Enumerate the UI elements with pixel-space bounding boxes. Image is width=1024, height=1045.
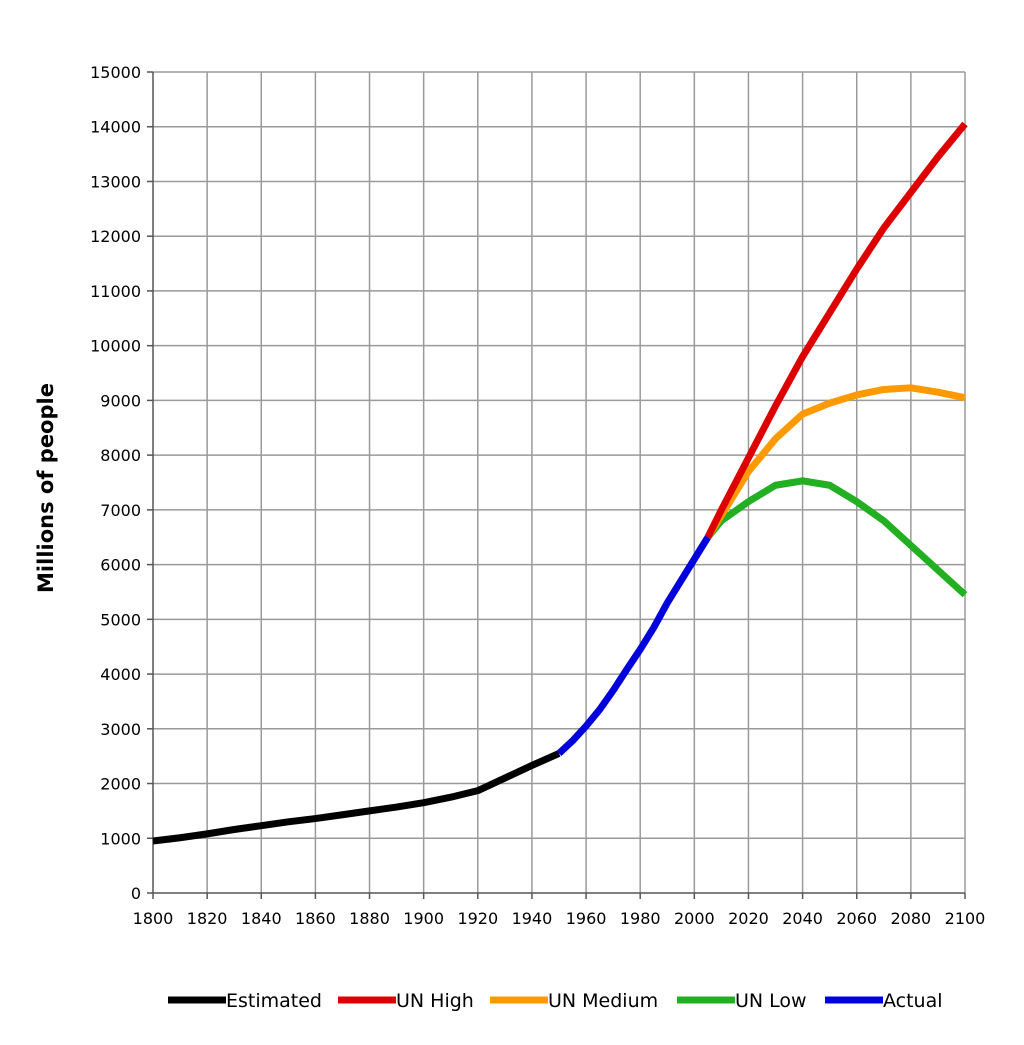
y-tick-label: 1000 xyxy=(100,829,141,848)
x-tick-label: 1940 xyxy=(512,909,553,928)
x-tick-label: 2000 xyxy=(674,909,715,928)
y-tick-label: 13000 xyxy=(90,172,141,191)
series-line-un-medium xyxy=(704,384,966,540)
y-tick-label: 14000 xyxy=(90,118,141,137)
legend-label-un-low: UN Low xyxy=(735,990,807,1012)
x-tick-label: 2100 xyxy=(945,909,986,928)
y-tick-label: 6000 xyxy=(100,556,141,575)
x-tick-label: 1880 xyxy=(349,909,390,928)
axes xyxy=(147,71,966,899)
y-tick-label: 12000 xyxy=(90,227,141,246)
y-tick-labels: 0 1000 2000 3000 4000 5000 6000 7000 8000 9000 100… xyxy=(90,63,141,903)
y-tick-label: 3000 xyxy=(100,720,141,739)
legend: Estimated UN High UN Medium UN Low Actual xyxy=(168,990,943,1012)
series-line-actual xyxy=(556,535,711,756)
y-axis-label: Millions of people xyxy=(34,383,58,593)
series-line-estimated xyxy=(152,750,561,845)
y-tick-label: 0 xyxy=(131,884,141,903)
y-tick-label: 5000 xyxy=(100,610,141,629)
y-tick-label: 4000 xyxy=(100,665,141,684)
y-tick-label: 8000 xyxy=(100,446,141,465)
y-tick-label: 2000 xyxy=(100,775,141,794)
x-tick-label: 2060 xyxy=(836,909,877,928)
x-tick-label: 1900 xyxy=(403,909,444,928)
grid xyxy=(153,71,966,893)
series-line-un-high xyxy=(704,121,968,539)
x-tick-label: 2080 xyxy=(891,909,932,928)
y-tick-label: 15000 xyxy=(90,63,141,82)
x-tick-labels: 1800 1820 1840 1860 1880 1900 1920 1940 1960 1980… xyxy=(133,909,986,928)
x-tick-label: 1840 xyxy=(241,909,282,928)
y-tick-label: 11000 xyxy=(90,282,141,301)
x-tick-label: 1980 xyxy=(620,909,661,928)
legend-label-actual: Actual xyxy=(883,990,943,1012)
series xyxy=(152,121,968,845)
x-tick-label: 1860 xyxy=(295,909,336,928)
x-tick-label: 1800 xyxy=(133,909,174,928)
legend-label-estimated: Estimated xyxy=(226,990,322,1012)
x-tick-label: 2020 xyxy=(728,909,769,928)
series-line-un-low xyxy=(705,477,968,598)
legend-label-un-high: UN High xyxy=(396,990,474,1012)
x-tick-label: 1820 xyxy=(187,909,228,928)
x-tick-label: 2040 xyxy=(782,909,823,928)
y-tick-label: 7000 xyxy=(100,501,141,520)
y-tick-label: 9000 xyxy=(100,391,141,410)
y-tick-label: 10000 xyxy=(90,337,141,356)
legend-label-un-medium: UN Medium xyxy=(548,990,658,1012)
x-tick-label: 1920 xyxy=(457,909,498,928)
x-tick-label: 1960 xyxy=(566,909,607,928)
